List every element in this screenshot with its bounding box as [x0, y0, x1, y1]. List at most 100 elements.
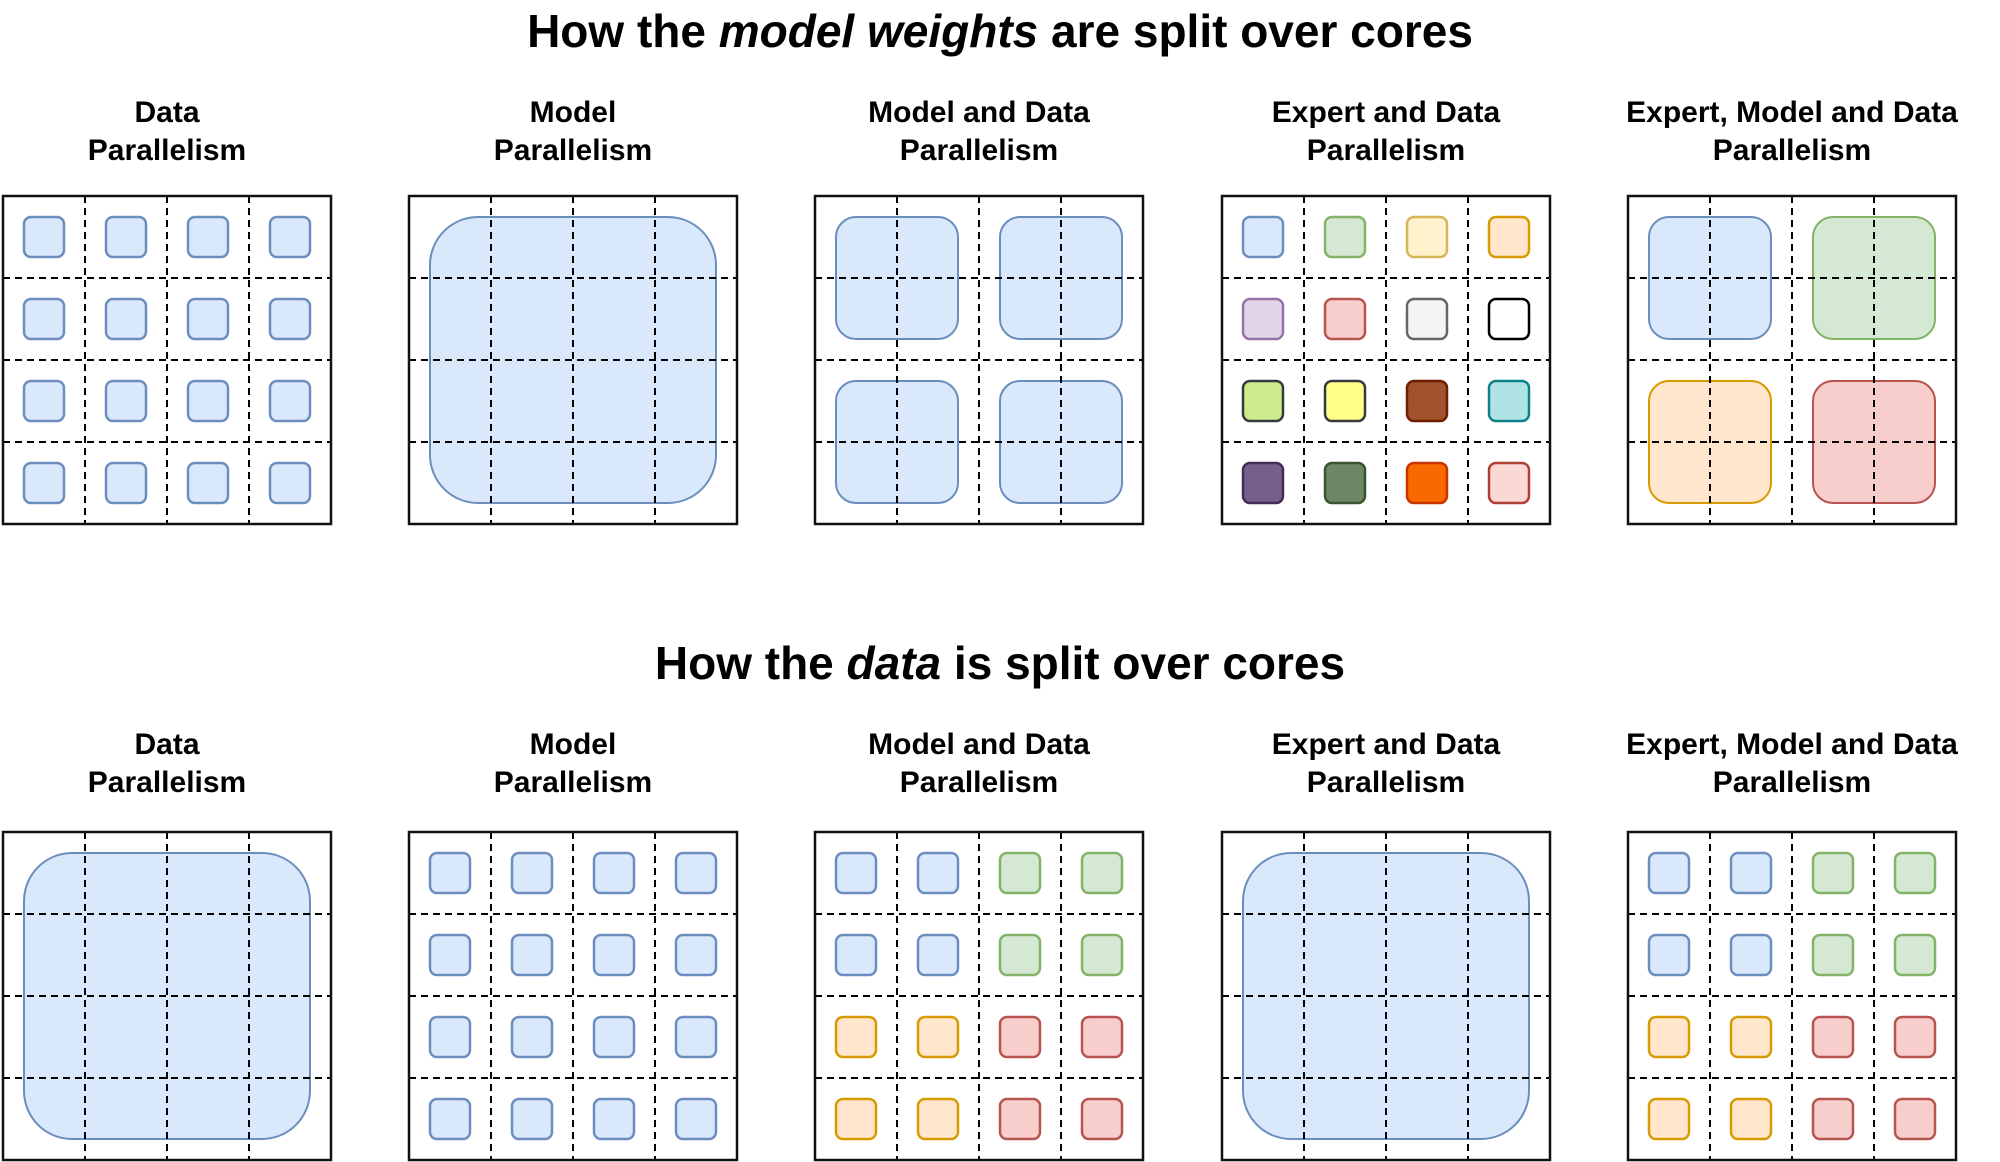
core-shard — [1241, 461, 1285, 505]
core-shard — [592, 1097, 636, 1141]
core-shard — [1893, 851, 1937, 895]
core-shard — [592, 933, 636, 977]
title-text: are split over cores — [1038, 5, 1473, 57]
core-shard — [998, 933, 1042, 977]
core-shard — [428, 1097, 472, 1141]
core-shard — [1647, 851, 1691, 895]
core-shard — [834, 851, 878, 895]
title-text: model weights — [718, 5, 1039, 57]
core-shard — [674, 1097, 718, 1141]
core-shard — [1729, 933, 1773, 977]
core-shard — [1487, 215, 1531, 259]
core-shard — [1080, 933, 1124, 977]
panel-label-line: Parallelism — [493, 766, 653, 799]
core-shard — [510, 1015, 554, 1059]
core-shard — [1729, 1015, 1773, 1059]
panel-label: Model Parallelism — [363, 94, 783, 170]
core-shard — [1241, 215, 1285, 259]
core-shard — [916, 933, 960, 977]
shard-block — [835, 216, 959, 340]
panel-label-line: Expert, Model and Data — [1626, 96, 1958, 129]
core-shard — [1080, 1015, 1124, 1059]
core-shard — [22, 215, 66, 259]
core-shard — [1893, 933, 1937, 977]
core-shard — [1405, 379, 1449, 423]
core-shard — [428, 933, 472, 977]
core-shard — [510, 851, 554, 895]
core-grid-border — [1626, 194, 1958, 526]
core-grid-border — [1220, 194, 1552, 526]
core-shard — [186, 215, 230, 259]
core-shard — [1811, 933, 1855, 977]
core-grid-border — [407, 194, 739, 526]
core-shard — [510, 933, 554, 977]
panel-label-line: Expert and Data — [1271, 728, 1501, 761]
core-shard — [1811, 1015, 1855, 1059]
core-grid-border — [813, 830, 1145, 1162]
panel-label-line: Parallelism — [899, 134, 1059, 167]
core-shard — [1323, 461, 1367, 505]
core-shard — [592, 851, 636, 895]
panel-label-line: Parallelism — [1306, 766, 1466, 799]
panel-label: Data Parallelism — [0, 726, 377, 802]
core-shard — [834, 1097, 878, 1141]
core-shard — [1487, 461, 1531, 505]
core-shard — [1729, 1097, 1773, 1141]
core-shard — [998, 1097, 1042, 1141]
panel-label-line: Data — [134, 728, 200, 761]
core-shard — [186, 379, 230, 423]
core-shard — [674, 933, 718, 977]
core-shard — [104, 379, 148, 423]
panel-label: Expert, Model and Data Parallelism — [1582, 726, 2000, 802]
core-shard — [674, 1015, 718, 1059]
core-shard — [916, 1015, 960, 1059]
core-grid-border — [1220, 830, 1552, 1162]
panel-label-line: Expert, Model and Data — [1626, 728, 1958, 761]
panel-label: Model Parallelism — [363, 726, 783, 802]
core-shard — [834, 933, 878, 977]
title-text: How the — [654, 637, 847, 689]
section-title: How the data is split over cores — [0, 636, 2000, 690]
core-shard — [998, 1015, 1042, 1059]
core-grid-border — [1626, 830, 1958, 1162]
core-shard — [22, 297, 66, 341]
core-shard — [22, 461, 66, 505]
core-shard — [428, 1015, 472, 1059]
title-text: How the — [527, 5, 719, 57]
panel-label-line: Parallelism — [493, 134, 653, 167]
core-shard — [104, 297, 148, 341]
core-shard — [1647, 933, 1691, 977]
core-shard — [268, 297, 312, 341]
core-shard — [428, 851, 472, 895]
core-shard — [1487, 297, 1531, 341]
core-shard — [1729, 851, 1773, 895]
panel-label: Expert and Data Parallelism — [1176, 726, 1596, 802]
title-text: is split over cores — [941, 637, 1346, 689]
core-shard — [834, 1015, 878, 1059]
panel-label-line: Parallelism — [899, 766, 1059, 799]
core-grid-border — [407, 830, 739, 1162]
panel-label-line: Model — [529, 96, 617, 129]
core-shard — [1323, 215, 1367, 259]
core-shard — [1323, 297, 1367, 341]
core-shard — [1241, 379, 1285, 423]
core-shard — [510, 1097, 554, 1141]
panel-label-line: Parallelism — [87, 766, 247, 799]
core-shard — [916, 851, 960, 895]
core-shard — [22, 379, 66, 423]
core-shard — [1080, 851, 1124, 895]
core-shard — [1487, 379, 1531, 423]
panel-label-line: Model and Data — [868, 96, 1090, 129]
panel-label: Expert, Model and Data Parallelism — [1582, 94, 2000, 170]
panel-label-line: Expert and Data — [1271, 96, 1501, 129]
panel-label-line: Model — [529, 728, 617, 761]
core-shard — [104, 461, 148, 505]
core-shard — [592, 1015, 636, 1059]
panel-label-line: Model and Data — [868, 728, 1090, 761]
core-shard — [1405, 461, 1449, 505]
core-shard — [916, 1097, 960, 1141]
core-shard — [998, 851, 1042, 895]
core-shard — [1080, 1097, 1124, 1141]
core-grid-border — [1, 830, 333, 1162]
